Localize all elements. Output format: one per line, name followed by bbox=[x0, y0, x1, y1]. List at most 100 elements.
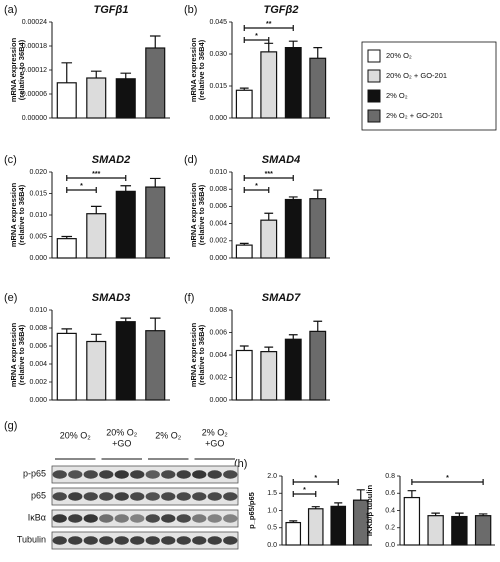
error-bar bbox=[90, 333, 102, 342]
significance-label: * bbox=[446, 475, 449, 482]
blot-band bbox=[99, 536, 114, 545]
blot-band bbox=[161, 492, 176, 501]
y-tick-label: 0.2 bbox=[385, 525, 395, 532]
group-label: 2% O₂ bbox=[202, 427, 229, 437]
bar bbox=[307, 508, 324, 546]
error-bar bbox=[264, 42, 274, 52]
bar bbox=[56, 332, 77, 401]
row-label: Tubulin bbox=[17, 534, 46, 544]
group-label: 2% O₂ bbox=[155, 430, 182, 440]
blot-band bbox=[130, 536, 145, 545]
blot-band bbox=[114, 492, 129, 501]
y-tick-label: 0.004 bbox=[29, 361, 47, 368]
blot-band bbox=[130, 470, 145, 479]
bar bbox=[352, 499, 369, 546]
panel-label: (b) bbox=[184, 4, 197, 16]
bar bbox=[309, 330, 327, 401]
y-axis-label: mRNA expression bbox=[189, 182, 198, 247]
blot-band bbox=[176, 470, 191, 479]
y-tick-label: 0.002 bbox=[29, 379, 47, 386]
y-tick-label: 0.006 bbox=[29, 343, 47, 350]
significance-bracket bbox=[292, 479, 339, 485]
y-tick-label: 0.00024 bbox=[22, 19, 47, 26]
row-label: p65 bbox=[31, 490, 46, 500]
bar bbox=[309, 198, 327, 259]
bar bbox=[115, 321, 136, 401]
error-bar bbox=[288, 40, 298, 48]
y-tick-label: 0.006 bbox=[209, 203, 227, 210]
y-tick-label: 0.004 bbox=[209, 220, 227, 227]
panel-label: (d) bbox=[184, 154, 197, 166]
y-tick-label: 0.000 bbox=[209, 115, 227, 122]
bar bbox=[427, 515, 444, 546]
bar bbox=[284, 338, 302, 401]
blot-band bbox=[83, 492, 98, 501]
y-axis-label: (relative to 36B4) bbox=[197, 39, 206, 100]
error-bar bbox=[313, 189, 323, 199]
blot-band bbox=[99, 470, 114, 479]
significance-bracket bbox=[66, 187, 97, 193]
y-tick-label: 0.030 bbox=[209, 51, 227, 58]
blot-strip bbox=[51, 531, 239, 550]
bar bbox=[235, 244, 253, 259]
bar bbox=[330, 505, 347, 546]
y-tick-label: 0.0 bbox=[267, 542, 277, 549]
significance-label: * bbox=[303, 487, 306, 494]
y-tick-label: 0.00006 bbox=[22, 91, 47, 98]
bar bbox=[474, 515, 492, 546]
y-tick-label: 1.0 bbox=[267, 507, 277, 514]
bar bbox=[235, 349, 253, 401]
blot-band bbox=[99, 492, 114, 501]
bar bbox=[260, 219, 278, 259]
bar bbox=[115, 78, 136, 119]
blot-band bbox=[161, 470, 176, 479]
chart-title: SMAD2 bbox=[92, 154, 131, 166]
blot-band bbox=[52, 492, 67, 501]
blot-band bbox=[68, 514, 83, 523]
error-bar bbox=[313, 320, 323, 332]
group-label: +GO bbox=[112, 438, 131, 448]
y-tick-label: 0.000 bbox=[29, 255, 47, 262]
y-axis-label: mRNA expression bbox=[189, 322, 198, 387]
group-label: +GO bbox=[205, 438, 224, 448]
y-axis-label: mRNA expression bbox=[9, 182, 18, 247]
y-axis-label: p_p65/p65 bbox=[247, 492, 256, 529]
legend-swatch bbox=[367, 109, 381, 123]
y-tick-label: 2.0 bbox=[267, 473, 277, 480]
significance-label: * bbox=[255, 183, 258, 190]
group-label: 20% O₂ bbox=[60, 430, 92, 440]
y-tick-label: 0.010 bbox=[209, 169, 227, 176]
y-tick-label: 0.00000 bbox=[22, 115, 47, 122]
bar bbox=[56, 82, 77, 119]
bar bbox=[260, 51, 278, 119]
row-label: p-p65 bbox=[23, 468, 46, 478]
blot-strip bbox=[51, 487, 239, 506]
legend-label: 2% O₂ bbox=[386, 91, 408, 100]
y-axis-label: (relative to 36B4) bbox=[17, 184, 26, 245]
y-axis-label: mRNA expression bbox=[9, 37, 18, 102]
legend-label: 20% O₂ bbox=[386, 51, 412, 60]
y-tick-label: 0.002 bbox=[209, 238, 227, 245]
y-tick-label: 0.00012 bbox=[22, 67, 47, 74]
legend-swatch bbox=[367, 89, 381, 103]
significance-bracket bbox=[243, 37, 270, 43]
y-tick-label: 0.0 bbox=[385, 542, 395, 549]
bar bbox=[451, 515, 468, 546]
blot-band bbox=[207, 470, 222, 479]
y-tick-label: 0.008 bbox=[209, 186, 227, 193]
bar bbox=[145, 47, 166, 119]
bar bbox=[145, 186, 166, 259]
bar bbox=[56, 238, 77, 259]
error-bar bbox=[90, 70, 102, 78]
error-bar bbox=[264, 212, 274, 221]
y-axis-label: (relative to 36B4) bbox=[197, 184, 206, 245]
blot-band bbox=[223, 470, 238, 479]
y-tick-label: 0.008 bbox=[29, 325, 47, 332]
legend-swatch bbox=[367, 69, 381, 83]
blot-band bbox=[52, 536, 67, 545]
significance-bracket bbox=[243, 25, 294, 31]
bar bbox=[403, 496, 421, 546]
panel-label: (e) bbox=[4, 292, 17, 304]
bar bbox=[309, 57, 327, 119]
